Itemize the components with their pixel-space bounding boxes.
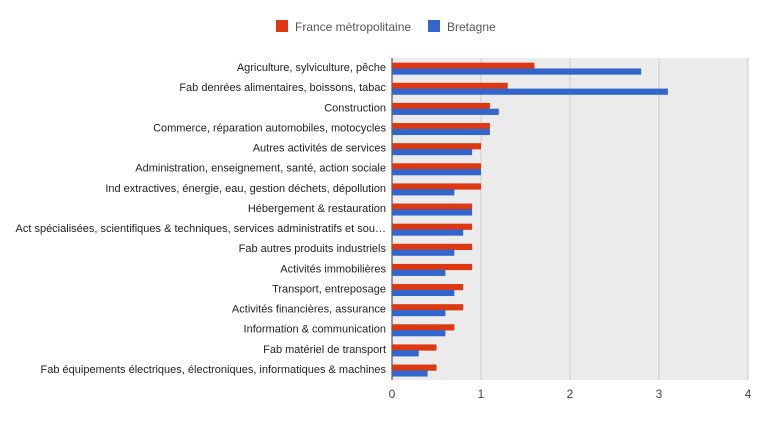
bar-bretagne[interactable]	[392, 249, 455, 256]
category-label: Activités immobilières	[280, 263, 386, 275]
x-tick-label: 0	[389, 387, 396, 401]
bar-france[interactable]	[392, 62, 535, 69]
category-label: Fab denrées alimentaires, boissons, taba…	[179, 82, 386, 94]
bar-bretagne[interactable]	[392, 309, 446, 317]
legend-swatch-bretagne	[428, 20, 440, 32]
category-label: Fab autres produits industriels	[239, 243, 387, 255]
bar-france[interactable]	[392, 304, 464, 311]
x-tick-label: 1	[478, 387, 485, 401]
bar-bretagne[interactable]	[392, 189, 455, 196]
legend: France métropolitaine Bretagne	[276, 20, 496, 34]
legend-swatch-france	[276, 20, 288, 32]
bar-france[interactable]	[392, 243, 473, 250]
x-axis-ticks: 0 1 2 3 4	[389, 387, 752, 401]
category-label: Transport, entreposage	[272, 283, 386, 295]
category-label: Administration, enseignement, santé, act…	[135, 163, 386, 175]
bar-france[interactable]	[392, 344, 437, 351]
bar-bretagne[interactable]	[392, 128, 490, 136]
bar-bretagne[interactable]	[392, 108, 499, 115]
bar-france[interactable]	[392, 123, 490, 130]
bar-bretagne[interactable]	[392, 289, 455, 297]
category-labels: Agriculture, sylviculture, pêche Fab denr…	[16, 62, 387, 376]
category-label: Commerce, réparation automobiles, motocy…	[153, 122, 386, 134]
category-label: Ind extractives, énergie, eau, gestion d…	[105, 183, 386, 195]
bar-bretagne[interactable]	[392, 330, 446, 337]
category-label: Fab équipements électriques, électroniqu…	[41, 364, 387, 376]
bar-france[interactable]	[392, 364, 437, 371]
bar-bretagne[interactable]	[392, 169, 481, 176]
x-tick-label: 4	[745, 387, 752, 401]
bar-france[interactable]	[392, 263, 473, 271]
bar-france[interactable]	[392, 284, 464, 291]
bars	[392, 62, 668, 377]
bar-bretagne[interactable]	[392, 269, 446, 276]
legend-label-bretagne: Bretagne	[447, 20, 496, 34]
category-label: Hébergement & restauration	[248, 203, 386, 215]
category-label: Agriculture, sylviculture, pêche	[237, 62, 386, 74]
bar-france[interactable]	[392, 82, 508, 89]
bar-bretagne[interactable]	[392, 148, 473, 156]
bar-bretagne[interactable]	[392, 88, 668, 95]
bar-france[interactable]	[392, 223, 473, 230]
category-label: Construction	[324, 102, 386, 114]
bar-bretagne[interactable]	[392, 370, 428, 377]
bar-bretagne[interactable]	[392, 350, 419, 357]
bar-bretagne[interactable]	[392, 68, 642, 75]
bar-france[interactable]	[392, 203, 473, 210]
bar-france[interactable]	[392, 143, 481, 150]
x-tick-label: 3	[656, 387, 663, 401]
bar-france[interactable]	[392, 183, 481, 190]
category-label: Autres activités de services	[253, 143, 387, 155]
bar-france[interactable]	[392, 324, 455, 331]
bar-france[interactable]	[392, 163, 481, 170]
category-label: Information & communication	[244, 324, 386, 336]
category-label: Act spécialisées, scientifiques & techni…	[16, 223, 387, 235]
x-tick-label: 2	[567, 387, 574, 401]
legend-label-france: France métropolitaine	[295, 20, 411, 34]
bar-bretagne[interactable]	[392, 209, 473, 216]
category-label: Fab matériel de transport	[263, 344, 386, 356]
bar-bretagne[interactable]	[392, 229, 464, 236]
category-label: Activités financières, assurance	[232, 304, 386, 316]
bar-france[interactable]	[392, 102, 490, 110]
